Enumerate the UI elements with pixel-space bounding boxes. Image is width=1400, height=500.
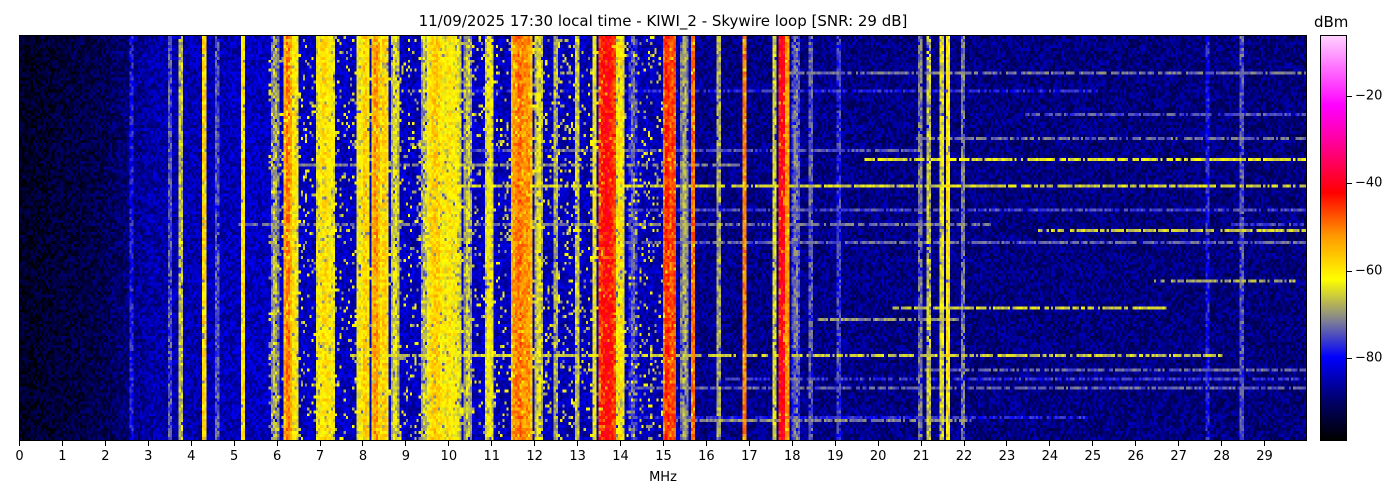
x-tick-label: 29 <box>1256 449 1273 464</box>
x-tick-label: 7 <box>315 449 325 464</box>
x-tick <box>190 441 192 446</box>
x-tick <box>663 441 664 446</box>
x-tick <box>19 441 20 446</box>
x-tick <box>963 441 965 446</box>
x-tick <box>577 441 579 446</box>
chart-title: 11/09/2025 17:30 local time - KIWI_2 - S… <box>418 12 908 30</box>
x-tick-label: 6 <box>272 449 282 464</box>
x-tick <box>1135 441 1137 446</box>
x-tick <box>791 441 793 446</box>
colorbar <box>1320 35 1347 441</box>
x-tick-label: 5 <box>230 449 239 464</box>
x-tick <box>620 441 622 446</box>
spectrogram-heatmap <box>20 36 1306 440</box>
x-tick-label: 12 <box>526 449 543 464</box>
colorbar-tick <box>1347 96 1352 98</box>
x-tick <box>362 441 364 446</box>
x-tick-label: 1 <box>58 449 67 464</box>
colorbar-tick <box>1347 358 1352 360</box>
colorbar-tick-label: −20 <box>1355 88 1383 104</box>
plot-area <box>19 35 1307 441</box>
colorbar-tick <box>1347 270 1352 272</box>
x-tick <box>147 441 149 446</box>
x-tick <box>276 441 278 446</box>
colorbar-tick-label: −80 <box>1355 350 1383 366</box>
x-tick <box>233 441 235 446</box>
x-tick <box>748 441 750 446</box>
x-tick-label: 10 <box>440 449 458 464</box>
x-tick <box>920 441 922 446</box>
x-tick-label: 14 <box>612 449 629 464</box>
x-tick <box>491 441 493 446</box>
x-tick-label: 0 <box>15 449 24 464</box>
x-tick <box>405 441 407 446</box>
x-tick <box>104 441 106 446</box>
x-tick <box>1221 441 1223 446</box>
x-tick <box>1006 441 1008 446</box>
x-tick-label: 16 <box>698 449 715 464</box>
x-tick-label: 13 <box>569 449 586 464</box>
x-tick <box>61 441 63 446</box>
x-tick-label: 26 <box>1127 449 1145 464</box>
x-tick-label: 19 <box>826 449 844 464</box>
colorbar-tick <box>1347 183 1352 185</box>
x-tick-label: 17 <box>741 449 758 464</box>
x-tick <box>1092 441 1094 446</box>
colorbar-label: dBm <box>1314 13 1349 31</box>
x-tick <box>319 441 321 446</box>
colorbar-tick-label: −40 <box>1355 175 1383 191</box>
x-tick-label: 21 <box>912 449 930 464</box>
x-tick-label: 2 <box>101 449 110 464</box>
x-tick <box>534 441 536 446</box>
x-tick-label: 22 <box>955 449 973 464</box>
x-tick <box>448 441 450 446</box>
x-tick <box>1264 441 1266 446</box>
x-tick-label: 28 <box>1213 449 1230 464</box>
x-tick-label: 24 <box>1041 449 1059 464</box>
x-tick-label: 15 <box>655 449 672 464</box>
x-tick <box>1178 441 1180 446</box>
x-tick <box>877 441 879 446</box>
x-tick-label: 9 <box>401 449 411 464</box>
x-tick-label: 8 <box>358 449 368 464</box>
x-tick-label: 3 <box>144 449 153 464</box>
x-tick-label: 11 <box>483 449 501 464</box>
x-tick <box>834 441 836 446</box>
x-tick-label: 20 <box>869 449 887 464</box>
colorbar-tick-label: −60 <box>1355 263 1383 279</box>
x-tick <box>1049 441 1051 446</box>
x-tick-label: 18 <box>784 449 801 464</box>
x-tick-label: 27 <box>1170 449 1187 464</box>
x-tick-label: 23 <box>998 449 1016 464</box>
x-tick <box>705 441 707 446</box>
x-tick-label: 25 <box>1084 449 1102 464</box>
x-axis-label: MHz <box>649 470 677 485</box>
x-tick-label: 4 <box>187 449 196 464</box>
